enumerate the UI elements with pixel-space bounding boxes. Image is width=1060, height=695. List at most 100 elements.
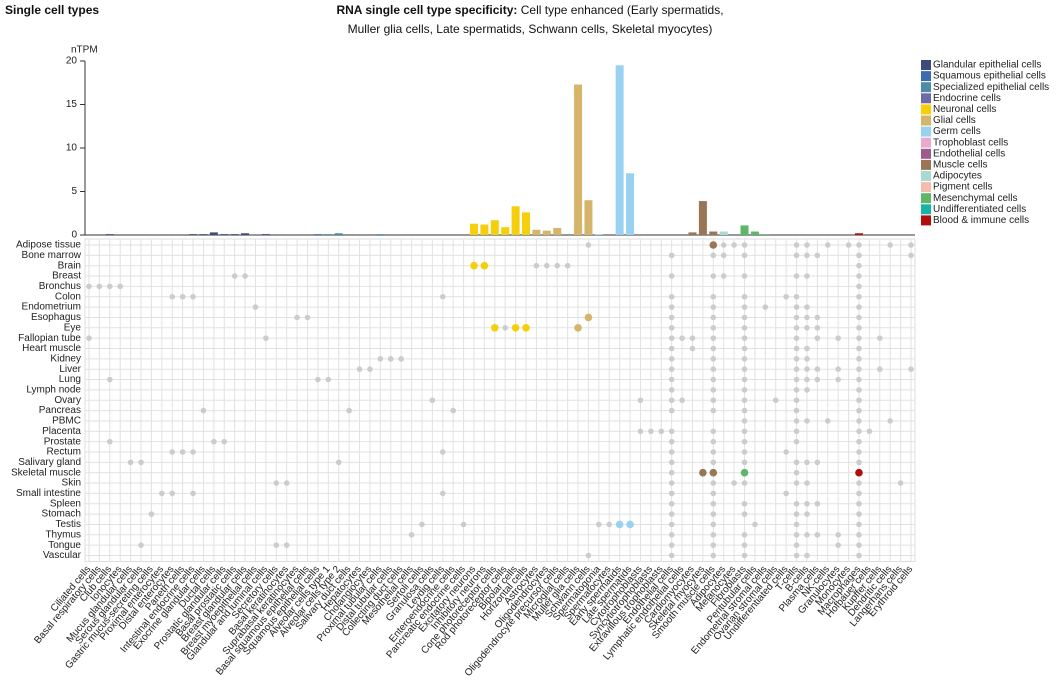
dot: [793, 366, 800, 373]
legend-swatch: [921, 82, 931, 93]
bar: [698, 201, 707, 235]
dot: [710, 542, 717, 548]
dot: [856, 480, 862, 486]
dot: [814, 252, 821, 259]
dot: [710, 459, 717, 466]
dot: [887, 242, 893, 248]
dot: [86, 283, 92, 290]
dot: [793, 552, 800, 559]
dot: [408, 532, 415, 538]
dot: [564, 262, 571, 269]
dot: [741, 459, 748, 466]
bar: [511, 206, 520, 235]
dot: [668, 490, 675, 497]
dot: [710, 273, 717, 279]
dot: [804, 511, 810, 517]
dot: [169, 293, 176, 300]
dot: [793, 252, 800, 259]
dot: [668, 356, 675, 362]
legend-swatch: [921, 148, 931, 159]
dot: [231, 273, 238, 279]
dot: [668, 376, 675, 383]
dot: [793, 438, 800, 445]
dot: [710, 511, 717, 517]
row-label: Adipose tissue: [16, 240, 81, 251]
dot: [668, 500, 675, 507]
dot: [668, 314, 675, 321]
dot: [107, 283, 113, 290]
bar: [626, 173, 635, 235]
enhanced-dot: [626, 520, 634, 529]
enhanced-dot: [584, 313, 593, 322]
dot: [793, 407, 800, 414]
dot: [273, 480, 280, 486]
enhanced-dot: [522, 324, 530, 332]
dot: [710, 387, 717, 393]
dot: [554, 262, 561, 269]
dot: [814, 366, 821, 373]
dot: [294, 314, 300, 321]
dot: [814, 314, 821, 321]
subtitle: Cell type enhanced (Early spermatids, Mu…: [347, 3, 724, 36]
bar: [688, 232, 697, 235]
dot: [804, 500, 810, 507]
dot: [856, 532, 862, 538]
dot: [252, 304, 259, 310]
dot: [169, 449, 176, 455]
legend-label: Germ cells: [933, 126, 981, 137]
dot: [200, 407, 207, 414]
dot: [804, 387, 810, 393]
dot: [804, 345, 810, 352]
dot: [710, 304, 717, 310]
bar: [542, 230, 551, 235]
dot: [668, 449, 675, 455]
bar: [594, 234, 603, 235]
dot: [637, 428, 644, 435]
legend-label: Undifferentiated cells: [933, 204, 1026, 215]
dot: [793, 511, 800, 517]
dot: [845, 242, 852, 248]
dot: [835, 376, 841, 383]
bar: [334, 233, 343, 235]
dot: [658, 428, 665, 435]
dot: [856, 366, 862, 373]
dot: [793, 500, 800, 507]
legend-label: Endocrine cells: [933, 93, 1001, 104]
dot: [429, 397, 436, 404]
dot: [793, 356, 800, 362]
dot: [460, 521, 467, 528]
dot: [190, 449, 196, 455]
dot: [668, 397, 675, 404]
dot: [221, 438, 228, 445]
enhanced-dot: [480, 261, 489, 270]
dot: [679, 335, 685, 341]
bar: [501, 227, 510, 235]
legend-swatch: [921, 71, 931, 82]
row-label: Kidney: [50, 353, 81, 364]
dot: [710, 252, 717, 259]
dot: [856, 356, 862, 362]
dot: [741, 242, 748, 248]
dot: [856, 387, 862, 393]
row-label: Lung: [59, 374, 81, 385]
dot: [398, 356, 404, 362]
row-label: Prostate: [44, 436, 82, 447]
dot: [814, 325, 821, 331]
legend-label: Adipocytes: [933, 171, 982, 182]
bar: [209, 232, 218, 235]
dot: [856, 325, 862, 331]
dot: [876, 366, 883, 373]
dot: [335, 459, 342, 466]
row-label: Small intestine: [16, 488, 81, 499]
row-label: Spleen: [50, 498, 81, 509]
dot: [793, 242, 800, 248]
dot: [419, 521, 425, 528]
dot: [668, 469, 675, 476]
dot: [783, 449, 789, 455]
row-label: Tongue: [48, 540, 81, 551]
bar: [532, 229, 541, 235]
legend-swatch: [921, 93, 931, 104]
dot: [741, 397, 748, 404]
dot: [741, 418, 748, 424]
